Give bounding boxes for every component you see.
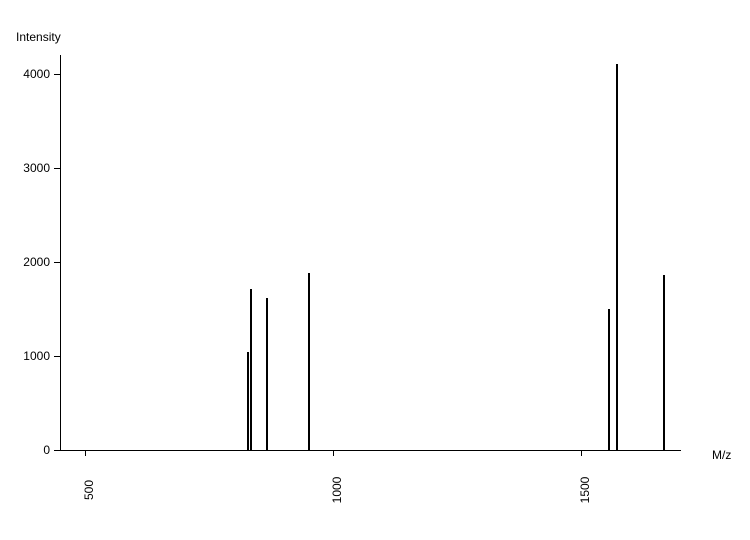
spectrum-peak (266, 298, 268, 450)
mass-spectrum-chart: Intensity M/z 0 1000 2000 3000 4000 500 1000 15… (0, 0, 750, 540)
x-tick-label: 1500 (578, 477, 592, 504)
y-tick (54, 262, 60, 263)
y-tick (54, 356, 60, 357)
y-tick-label: 1000 (0, 349, 50, 363)
x-tick-label: 500 (82, 480, 96, 500)
x-axis-label: M/z (712, 448, 731, 462)
plot-area (60, 55, 681, 451)
y-tick-label: 4000 (0, 67, 50, 81)
x-tick-label: 1000 (330, 477, 344, 504)
y-tick-label: 2000 (0, 255, 50, 269)
x-tick (333, 450, 334, 456)
y-tick-label: 3000 (0, 161, 50, 175)
y-tick (54, 168, 60, 169)
y-tick-label: 0 (0, 443, 50, 457)
y-axis-label: Intensity (16, 30, 61, 44)
x-tick (85, 450, 86, 456)
x-tick (581, 450, 582, 456)
spectrum-peak (247, 352, 249, 450)
spectrum-peak (250, 289, 252, 450)
spectrum-peak (616, 64, 618, 450)
y-tick (54, 450, 60, 451)
spectrum-peak (608, 309, 610, 450)
spectrum-peak (308, 273, 310, 450)
y-tick (54, 74, 60, 75)
spectrum-peak (663, 275, 665, 450)
